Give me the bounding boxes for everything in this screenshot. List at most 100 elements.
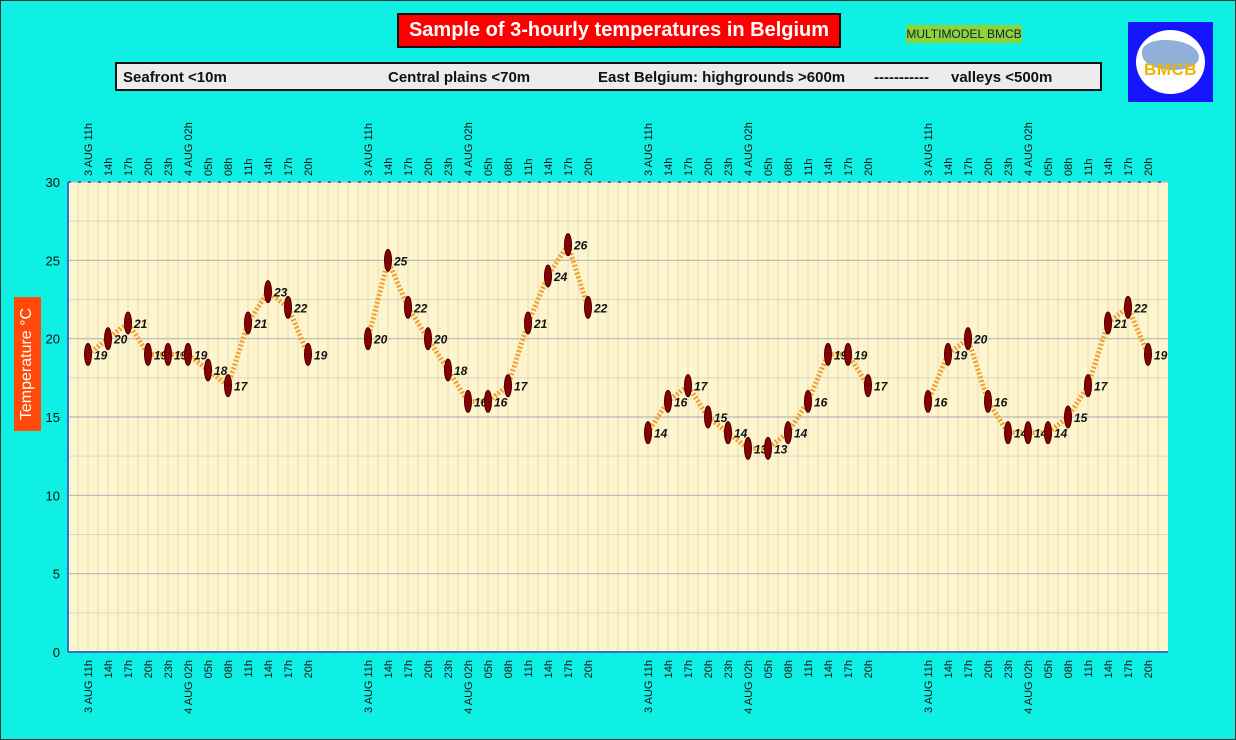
data-label: 19 <box>94 348 108 362</box>
x-tick-label-top: 20h <box>703 158 715 176</box>
data-label: 22 <box>593 301 608 315</box>
data-label: 19 <box>194 348 208 362</box>
x-tick-label-top: 14h <box>663 158 675 176</box>
x-tick-label-top: 20h <box>583 158 595 176</box>
data-label: 15 <box>714 411 728 425</box>
bmcb-logo: BMCB <box>1128 22 1213 102</box>
data-point <box>284 295 292 319</box>
y-tick-label: 0 <box>53 645 60 660</box>
data-point <box>864 374 872 398</box>
x-tick-label-top: 14h <box>543 158 555 176</box>
data-point <box>264 280 272 304</box>
data-point <box>844 342 852 366</box>
x-tick-label-bottom: 14h <box>383 660 395 678</box>
region-east-belgium: East Belgium: highgrounds >600m <box>598 69 846 86</box>
data-point <box>984 389 992 413</box>
data-label: 17 <box>234 380 249 394</box>
series-line <box>645 351 871 451</box>
x-tick-label-top: 08h <box>1063 158 1075 176</box>
data-label: 19 <box>1154 348 1168 362</box>
x-tick-label-bottom: 14h <box>663 660 675 678</box>
x-tick-label-bottom: 05h <box>1043 660 1055 678</box>
data-label: 17 <box>1094 380 1109 394</box>
data-point <box>584 295 592 319</box>
data-label: 16 <box>994 395 1008 409</box>
x-tick-label-bottom: 14h <box>943 660 955 678</box>
data-point <box>1104 311 1112 335</box>
x-tick-label-top: 17h <box>123 158 135 176</box>
data-point <box>104 327 112 351</box>
x-tick-label-top: 14h <box>383 158 395 176</box>
x-tick-label-bottom: 20h <box>1143 660 1155 678</box>
data-label: 20 <box>973 333 988 347</box>
data-point <box>784 421 792 445</box>
x-tick-label-bottom: 4 AUG 02h <box>463 660 475 714</box>
data-label: 15 <box>1074 411 1088 425</box>
x-tick-label-bottom: 14h <box>103 660 115 678</box>
x-tick-label-bottom: 05h <box>203 660 215 678</box>
x-tick-label-top: 11h <box>803 158 815 176</box>
x-tick-label-bottom: 20h <box>303 660 315 678</box>
x-tick-label-bottom: 17h <box>843 660 855 678</box>
data-point <box>1024 421 1032 445</box>
data-label: 17 <box>694 380 709 394</box>
data-label: 19 <box>854 348 868 362</box>
x-tick-label-top: 05h <box>483 158 495 176</box>
x-tick-label-bottom: 3 AUG 11h <box>923 660 935 713</box>
y-tick-label: 30 <box>46 175 60 190</box>
logo-circle: BMCB <box>1136 30 1205 94</box>
data-label: 16 <box>934 395 948 409</box>
data-label: 14 <box>654 427 668 441</box>
x-tick-label-bottom: 05h <box>483 660 495 678</box>
data-label: 18 <box>214 364 228 378</box>
data-point <box>304 342 312 366</box>
data-label: 19 <box>314 348 328 362</box>
x-tick-label-bottom: 17h <box>403 660 415 678</box>
data-label: 22 <box>413 301 428 315</box>
x-tick-label-top: 3 AUG 11h <box>643 123 655 176</box>
data-label: 19 <box>954 348 968 362</box>
data-point <box>724 421 732 445</box>
y-tick-label: 15 <box>46 410 60 425</box>
region-central-plains: Central plains <70m <box>388 69 531 86</box>
data-label: 16 <box>814 395 828 409</box>
x-tick-label-top: 14h <box>1103 158 1115 176</box>
data-point <box>644 421 652 445</box>
data-point <box>1084 374 1092 398</box>
x-tick-label-bottom: 05h <box>763 660 775 678</box>
x-tick-label-bottom: 17h <box>683 660 695 678</box>
data-point <box>244 311 252 335</box>
x-tick-label-top: 4 AUG 02h <box>183 122 195 176</box>
x-tick-label-top: 17h <box>683 158 695 176</box>
x-tick-label-bottom: 17h <box>563 660 575 678</box>
x-tick-label-top: 23h <box>443 158 455 176</box>
x-tick-label-top: 11h <box>243 158 255 176</box>
y-tick-label: 10 <box>46 488 60 503</box>
data-label: 22 <box>1133 301 1148 315</box>
y-axis-label-box <box>14 297 41 431</box>
x-tick-label-bottom: 3 AUG 11h <box>363 660 375 713</box>
x-tick-label-top: 05h <box>763 158 775 176</box>
x-tick-label-bottom: 17h <box>283 660 295 678</box>
data-point <box>484 389 492 413</box>
x-tick-label-bottom: 14h <box>823 660 835 678</box>
data-point <box>184 342 192 366</box>
x-tick-label-top: 20h <box>863 158 875 176</box>
x-tick-label-top: 4 AUG 02h <box>463 122 475 176</box>
x-tick-label-bottom: 20h <box>143 660 155 678</box>
data-point <box>684 374 692 398</box>
x-tick-label-bottom: 08h <box>783 660 795 678</box>
x-tick-label-top: 11h <box>523 158 535 176</box>
data-point <box>804 389 812 413</box>
data-point <box>84 342 92 366</box>
data-label: 21 <box>133 317 148 331</box>
x-tick-label-top: 05h <box>203 158 215 176</box>
x-tick-label-top: 17h <box>283 158 295 176</box>
data-point <box>524 311 532 335</box>
data-label: 13 <box>774 442 788 456</box>
x-tick-label-top: 08h <box>783 158 795 176</box>
data-point <box>1004 421 1012 445</box>
data-point <box>924 389 932 413</box>
x-tick-label-top: 23h <box>1003 158 1015 176</box>
x-tick-label-top: 17h <box>563 158 575 176</box>
